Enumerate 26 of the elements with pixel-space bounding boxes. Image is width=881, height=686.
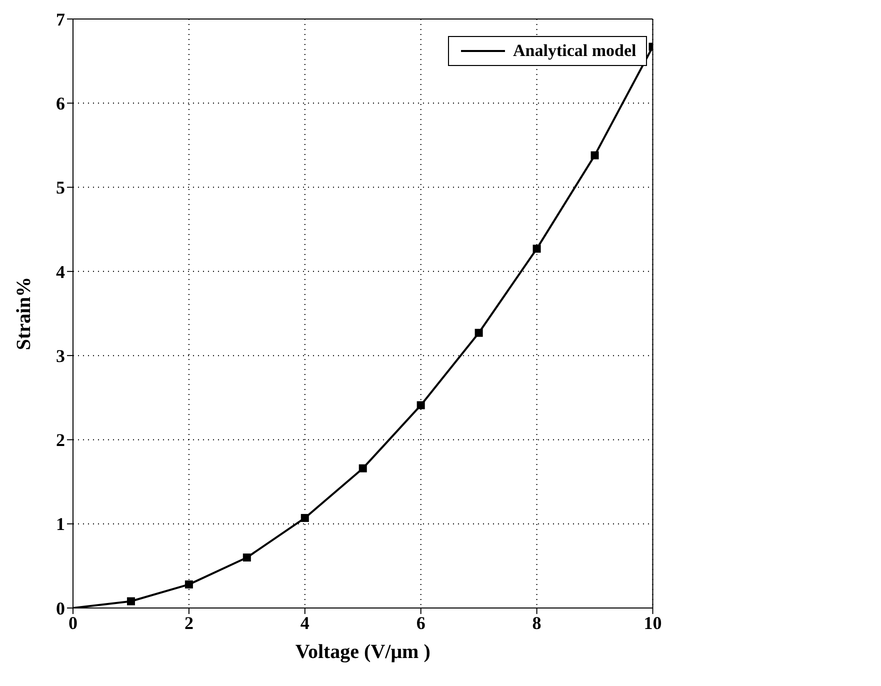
x-tick-label: 8 — [532, 612, 542, 633]
point — [184, 580, 193, 588]
y-tick-label: 6 — [56, 94, 65, 114]
y-tick-label: 1 — [56, 514, 65, 534]
x-tick-label: 10 — [644, 612, 662, 633]
legend-label: Analytical model — [513, 41, 636, 61]
x-tick-label: 0 — [68, 612, 78, 633]
y-tick-label: 4 — [56, 262, 65, 282]
point — [300, 514, 309, 522]
point — [590, 151, 599, 160]
y-tick-label: 2 — [56, 430, 65, 450]
y-tick-label: 3 — [56, 346, 65, 366]
x-tick-label: 4 — [300, 612, 310, 633]
point — [242, 554, 251, 562]
y-tick-label: 5 — [56, 178, 65, 198]
y-tick-label: 0 — [56, 598, 65, 618]
y-axis-title: Strain% — [13, 276, 36, 350]
point — [532, 244, 541, 253]
point — [474, 328, 483, 337]
point — [416, 401, 425, 410]
y-tick-label: 7 — [56, 9, 65, 30]
x-tick-label: 2 — [184, 612, 194, 633]
point — [126, 597, 135, 606]
x-axis-title: Voltage (V/μm ) — [295, 641, 430, 663]
point — [358, 464, 367, 472]
x-tick-label: 6 — [416, 612, 426, 633]
